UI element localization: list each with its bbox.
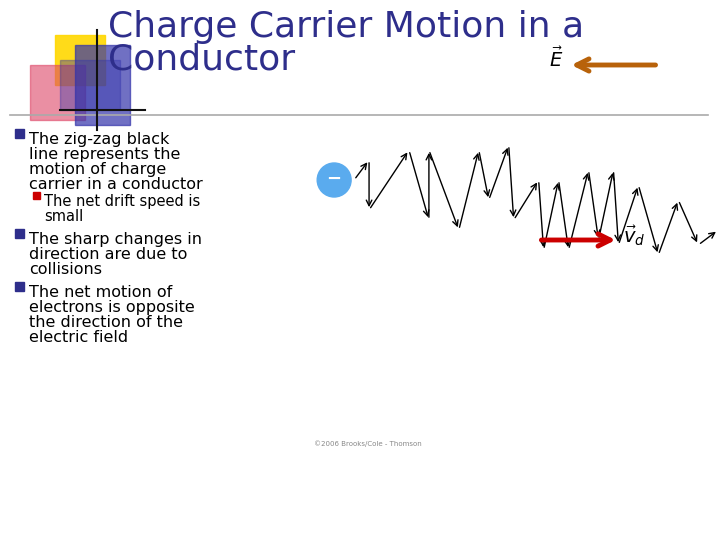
Text: motion of charge: motion of charge	[29, 162, 166, 177]
Text: the direction of the: the direction of the	[29, 315, 183, 330]
Text: $\vec{E}$: $\vec{E}$	[549, 47, 564, 71]
Bar	[30, 65, 85, 120]
Text: The net motion of: The net motion of	[29, 285, 172, 300]
Text: carrier in a conductor: carrier in a conductor	[29, 177, 202, 192]
Bar	[60, 60, 120, 110]
Text: Charge Carrier Motion in a: Charge Carrier Motion in a	[108, 10, 584, 44]
Bar	[15, 229, 24, 238]
Bar	[55, 35, 104, 85]
Text: The net drift speed is: The net drift speed is	[44, 194, 200, 209]
Text: −: −	[327, 170, 342, 188]
Text: line represents the: line represents the	[29, 147, 180, 162]
Text: electric field: electric field	[29, 330, 128, 345]
Text: The sharp changes in: The sharp changes in	[29, 232, 202, 247]
Text: The zig-zag black: The zig-zag black	[29, 132, 169, 147]
Text: small: small	[44, 209, 83, 224]
Text: Conductor: Conductor	[108, 43, 295, 77]
Text: collisions: collisions	[29, 262, 102, 277]
Text: ©2006 Brooks/Cole - Thomson: ©2006 Brooks/Cole - Thomson	[314, 440, 422, 447]
Bar	[15, 282, 24, 291]
Bar	[75, 45, 130, 125]
Circle shape	[318, 163, 351, 197]
Text: $\vec{v}_d$: $\vec{v}_d$	[624, 224, 646, 248]
Bar	[33, 192, 40, 199]
Text: electrons is opposite: electrons is opposite	[29, 300, 194, 315]
Bar	[15, 129, 24, 138]
Text: direction are due to: direction are due to	[29, 247, 187, 262]
